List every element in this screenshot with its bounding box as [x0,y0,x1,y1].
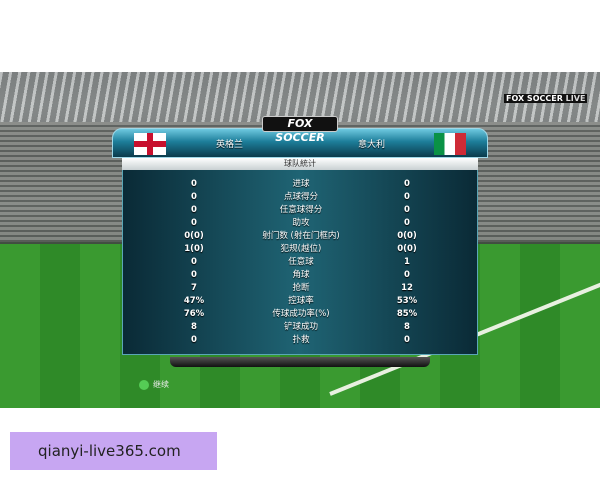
away-value: 0 [404,270,410,280]
stat-label: 助攻 [292,218,310,228]
stats-table: 0 进球 0 0 点球得分 0 0 任意球得分 0 0 助攻 0 0(0) 射门数 (射在门框内) 0(0)… [122,170,478,355]
broadcast-live-logo: FOX SOCCER LIVE [504,94,588,103]
a-button-icon [139,379,149,390]
continue-label: 继续 [153,380,169,389]
stat-label: 抢断 [292,283,310,293]
home-value: 0 [191,335,197,345]
home-value: 0 [191,218,197,228]
home-value: 0 [191,179,197,189]
stat-row: 7 抢断 12 [123,282,479,295]
home-value: 0 [191,257,197,267]
stat-label: 传球成功率(%) [272,309,330,319]
home-value: 0 [191,192,197,202]
stat-row: 0 助攻 0 [123,217,479,230]
stadium-roof [0,72,600,122]
away-value: 0 [404,205,410,215]
away-value: 0(0) [397,244,417,254]
stats-panel-header [112,128,488,158]
stat-row: 0 进球 0 [123,178,479,191]
stat-row: 76% 传球成功率(%) 85% [123,308,479,321]
home-value: 7 [191,283,197,293]
stat-row: 0 扑救 0 [123,334,479,347]
away-value: 85% [396,309,418,319]
away-value: 8 [404,322,410,332]
stat-row: 0 任意球 1 [123,256,479,269]
away-team-name: 意大利 [358,140,386,150]
stat-row: 0 任意球得分 0 [123,204,479,217]
away-value: 0 [404,179,410,189]
stat-row: 0 点球得分 0 [123,191,479,204]
continue-button[interactable]: 继续 [139,379,169,390]
stat-label: 进球 [292,179,310,189]
home-team-name: 英格兰 [216,140,244,150]
away-value: 1 [404,257,410,267]
home-value: 0(0) [184,231,204,241]
stat-label: 犯规(越位) [280,244,322,254]
stat-label: 角球 [292,270,310,280]
england-flag-icon [134,133,166,155]
stat-row: 1(0) 犯规(越位) 0(0) [123,243,479,256]
panel-bottom-bar [170,357,430,367]
italy-flag-icon [434,133,466,155]
stat-label: 扑救 [292,335,310,345]
home-value: 76% [183,309,205,319]
home-value: 0 [191,205,197,215]
stat-label: 控球率 [288,296,314,306]
home-value: 1(0) [184,244,204,254]
watermark: qianyi-live365.com [10,432,217,470]
away-value: 12 [401,283,413,293]
stats-title: 球队統计 [122,158,478,170]
stat-row: 47% 控球率 53% [123,295,479,308]
stat-row: 0 角球 0 [123,269,479,282]
stat-label: 射门数 (射在门框内) [262,231,340,241]
home-value: 47% [183,296,205,306]
stat-row: 0(0) 射门数 (射在门框内) 0(0) [123,230,479,243]
away-value: 0 [404,192,410,202]
away-value: 53% [396,296,418,306]
stat-row: 8 铲球成功 8 [123,321,479,334]
home-value: 8 [191,322,197,332]
away-value: 0 [404,335,410,345]
fox-soccer-logo: FOX SOCCER [262,116,338,144]
stat-label: 任意球得分 [279,205,323,215]
away-value: 0 [404,218,410,228]
away-value: 0(0) [397,231,417,241]
home-value: 0 [191,270,197,280]
stat-label: 铲球成功 [283,322,318,332]
stat-label: 点球得分 [283,192,318,202]
stat-label: 任意球 [288,257,314,267]
